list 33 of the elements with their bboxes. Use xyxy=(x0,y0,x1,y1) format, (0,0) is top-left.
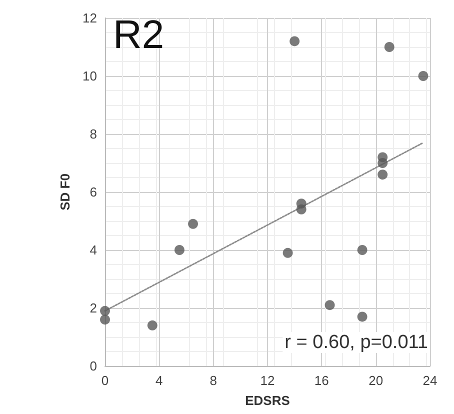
x-tick-label: 20 xyxy=(368,373,384,388)
point xyxy=(188,218,198,229)
point xyxy=(357,312,368,322)
y-tick-label: 4 xyxy=(90,242,97,258)
y-tick-label: 8 xyxy=(90,126,97,142)
point xyxy=(378,158,388,168)
y-tick-label: 12 xyxy=(82,10,97,26)
point xyxy=(384,42,394,52)
point xyxy=(174,245,184,255)
y-tick-label: 10 xyxy=(82,68,97,84)
chart-title: R2 xyxy=(113,13,164,57)
y-tick-label: 2 xyxy=(90,300,97,316)
x-tick-label: 4 xyxy=(156,373,163,388)
x-tick-label: 24 xyxy=(422,373,438,388)
point xyxy=(100,306,110,316)
point xyxy=(282,248,293,258)
y-tick-label: 6 xyxy=(90,184,97,200)
point xyxy=(324,300,335,310)
point xyxy=(290,36,300,46)
point xyxy=(418,71,428,81)
x-tick-label: 0 xyxy=(101,373,109,388)
point xyxy=(100,314,110,325)
y-tick-label: 0 xyxy=(90,358,97,374)
x-tick-label: 16 xyxy=(314,373,329,388)
x-axis-title: EDSRS xyxy=(245,393,290,408)
x-tick-label: 8 xyxy=(210,373,217,388)
point xyxy=(357,245,368,255)
y-axis-title: SD F0 xyxy=(58,174,73,210)
point xyxy=(147,320,158,330)
annotation: r = 0.60, p=0.011 xyxy=(284,332,428,353)
x-tick-label: 12 xyxy=(260,373,275,388)
point xyxy=(296,204,306,214)
point xyxy=(378,170,388,180)
